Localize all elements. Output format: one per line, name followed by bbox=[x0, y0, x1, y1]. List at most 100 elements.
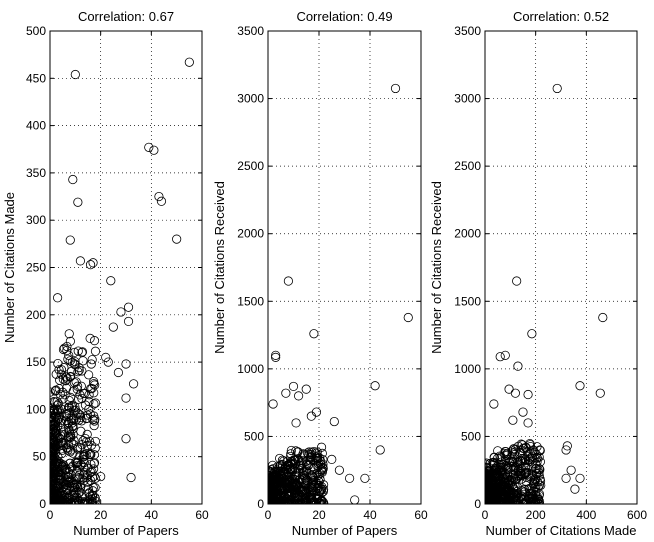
data-point bbox=[59, 363, 69, 373]
data-point bbox=[88, 258, 98, 268]
data-point bbox=[50, 494, 58, 504]
data-point bbox=[291, 418, 301, 428]
data-point bbox=[57, 495, 67, 504]
data-point bbox=[306, 491, 316, 501]
data-point bbox=[275, 461, 285, 471]
data-point bbox=[268, 399, 278, 409]
data-point bbox=[90, 398, 101, 408]
y-tick-label: 2500 bbox=[454, 159, 481, 173]
data-point bbox=[315, 468, 325, 478]
data-point bbox=[521, 477, 532, 487]
data-point bbox=[485, 489, 491, 499]
data-point bbox=[271, 352, 281, 362]
data-point bbox=[485, 487, 492, 497]
data-point bbox=[403, 312, 413, 323]
data-point bbox=[123, 316, 134, 327]
data-point bbox=[144, 142, 154, 152]
data-point bbox=[78, 436, 88, 446]
data-point bbox=[126, 472, 136, 483]
data-point bbox=[116, 307, 126, 317]
data-point bbox=[485, 473, 493, 484]
y-tick-label: 1000 bbox=[237, 362, 264, 376]
data-point bbox=[497, 457, 507, 467]
data-point bbox=[129, 379, 139, 389]
data-point bbox=[79, 451, 89, 462]
data-point bbox=[295, 461, 305, 471]
data-point bbox=[50, 495, 56, 504]
data-point bbox=[531, 469, 541, 479]
data-point bbox=[70, 479, 80, 489]
x-axis-label: Number of Citations Made bbox=[485, 523, 636, 538]
data-point bbox=[329, 416, 339, 427]
data-point bbox=[66, 429, 76, 440]
y-tick-label: 1500 bbox=[237, 294, 264, 308]
data-point bbox=[56, 369, 66, 379]
data-point bbox=[301, 478, 311, 488]
data-point bbox=[53, 485, 63, 495]
data-point bbox=[527, 492, 538, 502]
data-point bbox=[485, 498, 492, 504]
data-point bbox=[522, 496, 532, 504]
data-point bbox=[598, 312, 608, 323]
data-point bbox=[63, 354, 73, 364]
data-point bbox=[575, 473, 585, 483]
data-point bbox=[73, 488, 84, 498]
data-point bbox=[68, 429, 78, 440]
axes-frame bbox=[267, 30, 422, 505]
data-point bbox=[531, 482, 541, 492]
data-point bbox=[485, 480, 492, 490]
y-tick-label: 150 bbox=[26, 355, 46, 369]
x-tick-label: 20 bbox=[312, 508, 326, 522]
y-axis-label: Number of Citations Received bbox=[212, 181, 227, 354]
data-points bbox=[268, 83, 413, 504]
data-point bbox=[271, 470, 282, 480]
data-point bbox=[505, 489, 515, 499]
data-point bbox=[500, 481, 510, 492]
data-point bbox=[87, 355, 97, 365]
data-point bbox=[50, 470, 56, 480]
data-point bbox=[69, 347, 80, 358]
chart-title: Correlation: 0.52 bbox=[513, 9, 609, 24]
data-point bbox=[52, 293, 63, 303]
data-point bbox=[301, 498, 312, 504]
y-tick-label: 300 bbox=[26, 213, 46, 227]
data-point bbox=[50, 397, 60, 407]
data-point bbox=[80, 468, 90, 478]
data-point bbox=[108, 322, 118, 332]
data-point bbox=[65, 392, 76, 402]
data-point bbox=[317, 448, 327, 459]
data-point bbox=[344, 473, 355, 483]
data-point bbox=[278, 492, 288, 502]
data-points bbox=[50, 57, 194, 504]
x-tick-label: 60 bbox=[195, 508, 209, 522]
data-point bbox=[61, 376, 71, 386]
data-point bbox=[71, 415, 81, 425]
data-point bbox=[65, 336, 75, 346]
data-point bbox=[281, 388, 291, 398]
data-point bbox=[290, 480, 300, 491]
data-point bbox=[50, 435, 57, 446]
data-point bbox=[495, 352, 505, 362]
data-point bbox=[61, 409, 71, 419]
data-point bbox=[319, 480, 329, 490]
data-point bbox=[84, 449, 94, 460]
data-point bbox=[575, 381, 585, 391]
data-point bbox=[509, 493, 520, 503]
data-point bbox=[319, 498, 329, 504]
x-tick-label: 0 bbox=[482, 508, 489, 522]
y-tick-label: 2000 bbox=[237, 227, 264, 241]
data-point bbox=[62, 341, 72, 352]
data-point bbox=[375, 445, 385, 455]
data-point bbox=[350, 495, 360, 504]
y-tick-label: 2500 bbox=[237, 159, 264, 173]
data-point bbox=[289, 455, 299, 465]
data-point bbox=[509, 488, 519, 499]
data-point bbox=[501, 488, 511, 498]
data-point bbox=[508, 444, 519, 454]
data-point bbox=[58, 394, 68, 404]
y-tick-label: 350 bbox=[26, 166, 46, 180]
data-point bbox=[50, 485, 57, 495]
y-axis-label: Number of Citations Received bbox=[429, 181, 444, 354]
data-point bbox=[489, 399, 499, 409]
